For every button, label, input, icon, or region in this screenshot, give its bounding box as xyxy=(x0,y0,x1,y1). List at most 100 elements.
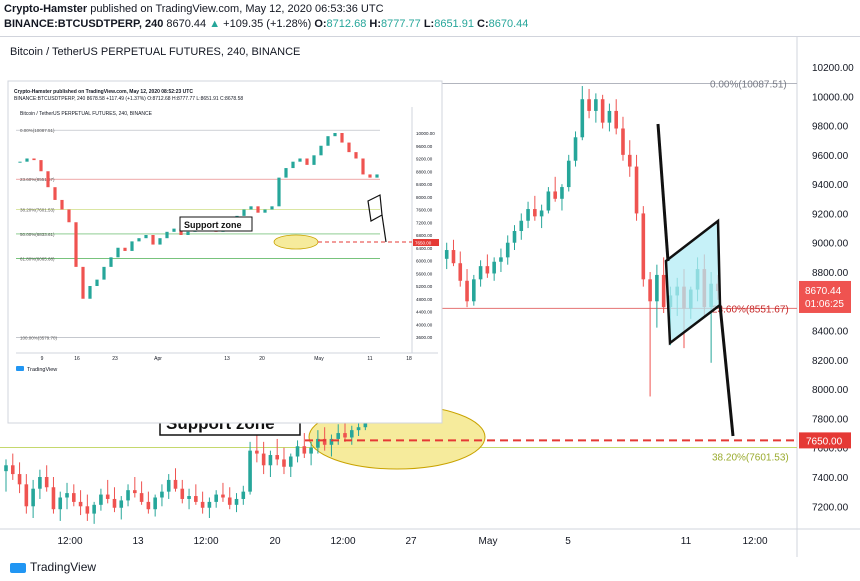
time-tick-label: 20 xyxy=(269,536,281,547)
candle-body xyxy=(78,501,83,507)
inset-price-tick: 7200.00 xyxy=(416,220,433,225)
inset-price-tick: 8400.00 xyxy=(416,182,433,187)
candle-body xyxy=(499,257,503,262)
inset-chart[interactable]: Crypto-Hamster published on TradingView.… xyxy=(7,80,443,424)
inset-candle-down xyxy=(123,247,127,251)
tradingview-brand: TradingView xyxy=(30,560,97,574)
publish-line: Crypto-Hamster published on TradingView.… xyxy=(4,3,384,15)
inset-candle-down xyxy=(46,171,50,188)
candle-body xyxy=(505,242,510,258)
candle-down xyxy=(85,494,90,521)
candle-down xyxy=(146,491,151,514)
candle-up xyxy=(58,491,63,521)
chart-frame[interactable]: Bitcoin / TetherUS PERPETUAL FUTURES, 24… xyxy=(0,36,860,557)
time-tick-label: 13 xyxy=(132,536,144,547)
candle-body xyxy=(105,494,110,499)
candle-body xyxy=(295,446,300,457)
inset-candle-down xyxy=(347,142,351,153)
inset-price-tick: 8000.00 xyxy=(416,195,433,200)
candle-up xyxy=(153,494,157,517)
fib-label-23: 23.60%(8551.67) xyxy=(712,304,789,315)
price-tick-label: 7200.00 xyxy=(812,502,849,513)
candle-up xyxy=(505,235,510,265)
candle-down xyxy=(621,116,625,161)
candle-body xyxy=(553,191,557,199)
candle-up xyxy=(119,496,124,520)
time-tick-label: May xyxy=(479,536,498,547)
inset-fib-label: 61.80%(6065.68) xyxy=(20,256,55,261)
candle-up xyxy=(472,274,476,306)
candle-down xyxy=(112,487,117,513)
price-tick-label: 7600.00 xyxy=(812,444,849,455)
candle-body xyxy=(44,477,49,488)
candle-body xyxy=(302,446,307,454)
fib-label-38: 38.20%(7601.53) xyxy=(712,452,789,463)
candle-body xyxy=(539,210,544,217)
inset-candle-down xyxy=(340,133,344,143)
candle-down xyxy=(458,251,463,287)
inset-candle-up xyxy=(158,238,162,245)
inset-price-tick: 4800.00 xyxy=(416,297,433,302)
inset-price-tick: 6800.00 xyxy=(416,233,433,238)
inset-candle-down xyxy=(151,235,155,245)
time-tick-label: 12:00 xyxy=(330,536,355,547)
time-tick-label: 12:00 xyxy=(57,536,82,547)
candle-up xyxy=(349,425,354,445)
candle-down xyxy=(173,468,178,492)
inset-time-tick: May xyxy=(314,356,324,362)
high-value: 8777.77 xyxy=(380,18,421,30)
candle-up xyxy=(99,488,103,511)
candle-body xyxy=(85,506,90,514)
inset-tradingview-icon xyxy=(16,366,24,371)
candle-body xyxy=(187,496,191,499)
candle-down xyxy=(465,269,469,308)
candle-up xyxy=(329,434,334,457)
target-price-tag xyxy=(799,432,851,449)
candle-body xyxy=(58,497,63,510)
candle-down xyxy=(105,479,110,504)
candle-body xyxy=(573,137,578,161)
candle-down xyxy=(600,94,605,129)
author-name[interactable]: Crypto-Hamster xyxy=(4,3,88,15)
candle-down xyxy=(587,88,591,119)
candle-body xyxy=(444,250,449,259)
candle-body xyxy=(31,488,35,507)
footer: TradingView xyxy=(0,556,860,581)
candle-down xyxy=(180,479,185,504)
candle-up xyxy=(166,474,171,499)
main-chart[interactable]: Bitcoin / TetherUS PERPETUAL FUTURES, 24… xyxy=(0,37,860,557)
last-price: 8670.44 xyxy=(166,18,207,30)
candle-down xyxy=(641,206,646,287)
candle-up xyxy=(526,201,530,229)
candle-body xyxy=(255,450,259,454)
inset-candle-up xyxy=(298,158,302,162)
inset-frame xyxy=(7,80,443,424)
candle-body xyxy=(194,496,198,502)
candle-up xyxy=(560,184,564,211)
inset-fib-label: 100.00%(3579.70) xyxy=(20,336,58,341)
candle-body xyxy=(580,99,585,138)
inset-candle-up xyxy=(95,279,99,286)
inset-header-line1: Crypto-Hamster published on TradingView.… xyxy=(14,89,193,95)
inset-candle-up xyxy=(88,286,92,299)
price-tick-label: 8200.00 xyxy=(812,356,849,367)
inset-candle-down xyxy=(53,187,57,200)
inset-candle-up xyxy=(284,168,288,178)
price-tick-label: 9200.00 xyxy=(812,209,849,220)
candle-down xyxy=(533,195,537,221)
tradingview-mark-icon xyxy=(10,562,26,573)
inset-price-tick: 8800.00 xyxy=(416,169,433,174)
time-tick-label: 5 xyxy=(565,536,571,547)
candle-body xyxy=(214,494,218,502)
candle-body xyxy=(641,213,646,280)
inset-price-tick: 9600.00 xyxy=(416,144,433,149)
candle-body xyxy=(465,280,469,302)
price-tick-label: 7400.00 xyxy=(812,473,849,484)
candle-body xyxy=(566,160,571,188)
candle-up xyxy=(478,260,483,287)
tradingview-logo[interactable]: TradingView xyxy=(10,560,96,574)
candle-body xyxy=(282,459,286,467)
candle-down xyxy=(634,154,639,221)
inset-candle-down xyxy=(256,206,260,213)
candle-body xyxy=(546,191,551,211)
